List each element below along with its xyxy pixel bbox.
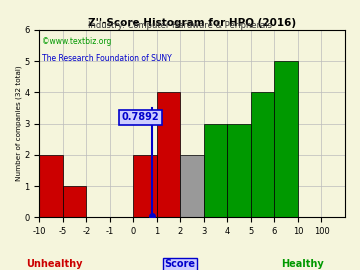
Bar <box>204 124 228 217</box>
Text: The Research Foundation of SUNY: The Research Foundation of SUNY <box>42 54 172 63</box>
Bar <box>134 155 157 217</box>
Bar <box>180 155 204 217</box>
Bar <box>228 124 251 217</box>
Bar <box>251 92 274 217</box>
Title: Z''-Score Histogram for HPQ (2016): Z''-Score Histogram for HPQ (2016) <box>88 18 296 28</box>
Text: Score: Score <box>165 259 195 269</box>
Text: Healthy: Healthy <box>281 259 324 269</box>
Text: Unhealthy: Unhealthy <box>26 259 82 269</box>
Text: Industry: Computer Hardware & Peripherals: Industry: Computer Hardware & Peripheral… <box>88 21 272 30</box>
Bar <box>157 92 180 217</box>
Text: ©www.textbiz.org: ©www.textbiz.org <box>42 37 112 46</box>
Bar <box>274 61 298 217</box>
Bar <box>39 155 63 217</box>
Text: 0.7892: 0.7892 <box>122 112 159 122</box>
Y-axis label: Number of companies (32 total): Number of companies (32 total) <box>15 66 22 181</box>
Bar <box>63 186 86 217</box>
